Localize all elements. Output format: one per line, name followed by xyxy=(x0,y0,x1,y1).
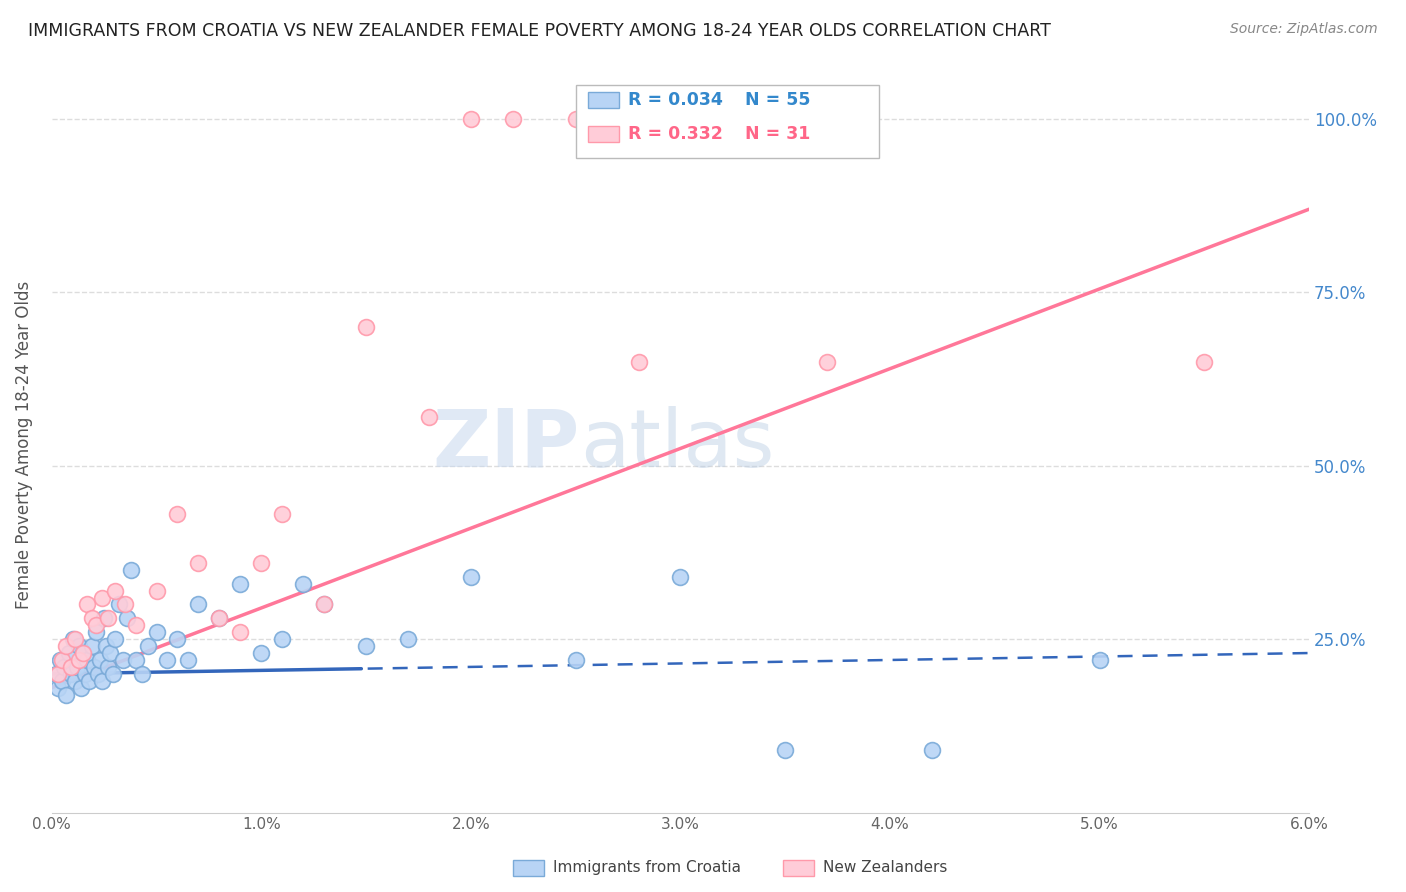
Point xyxy=(314,598,336,612)
Point xyxy=(208,611,231,625)
Point xyxy=(502,112,524,126)
Point xyxy=(156,653,179,667)
Point xyxy=(1194,355,1216,369)
Point xyxy=(815,355,838,369)
Point xyxy=(229,625,252,640)
Point xyxy=(271,508,294,522)
Point xyxy=(45,666,67,681)
Point xyxy=(669,570,692,584)
Point xyxy=(67,653,90,667)
Point xyxy=(59,666,82,681)
Point xyxy=(70,681,93,695)
Point xyxy=(145,625,167,640)
Point xyxy=(72,646,94,660)
Text: R = 0.332: R = 0.332 xyxy=(628,125,723,143)
Point xyxy=(53,660,76,674)
Point xyxy=(271,632,294,647)
Point xyxy=(58,646,80,660)
Point xyxy=(460,570,482,584)
Point xyxy=(564,112,586,126)
Point xyxy=(250,646,273,660)
Point xyxy=(97,611,120,625)
Point xyxy=(96,639,118,653)
Text: Immigrants from Croatia: Immigrants from Croatia xyxy=(553,860,741,874)
Point xyxy=(84,625,107,640)
Point xyxy=(76,653,98,667)
Point xyxy=(418,410,440,425)
Point xyxy=(229,576,252,591)
Point xyxy=(63,632,86,647)
Point xyxy=(136,639,159,653)
Point xyxy=(79,673,101,688)
Point xyxy=(131,666,153,681)
Point xyxy=(208,611,231,625)
Point xyxy=(773,743,796,757)
Point xyxy=(166,632,188,647)
Point xyxy=(46,666,69,681)
Point xyxy=(89,653,111,667)
Point xyxy=(166,508,188,522)
Point xyxy=(55,639,77,653)
Text: R = 0.034: R = 0.034 xyxy=(628,91,723,109)
Point xyxy=(62,632,84,647)
Text: N = 55: N = 55 xyxy=(745,91,811,109)
Text: atlas: atlas xyxy=(579,406,775,484)
Point xyxy=(104,583,127,598)
Point xyxy=(354,639,377,653)
Point xyxy=(59,660,82,674)
Text: N = 31: N = 31 xyxy=(745,125,810,143)
Point xyxy=(177,653,200,667)
Point xyxy=(627,355,650,369)
Point xyxy=(104,632,127,647)
Point xyxy=(63,673,86,688)
Point xyxy=(46,681,69,695)
Point xyxy=(80,639,103,653)
Point xyxy=(124,653,146,667)
Point xyxy=(84,618,107,632)
Point xyxy=(292,576,315,591)
Point xyxy=(91,591,114,605)
Point xyxy=(120,563,142,577)
Point xyxy=(187,556,209,570)
Point xyxy=(396,632,419,647)
Point xyxy=(108,598,131,612)
Point xyxy=(66,660,89,674)
Point xyxy=(564,653,586,667)
Point xyxy=(87,666,110,681)
Point xyxy=(100,646,122,660)
Y-axis label: Female Poverty Among 18-24 Year Olds: Female Poverty Among 18-24 Year Olds xyxy=(15,281,32,609)
Point xyxy=(51,673,73,688)
Point xyxy=(97,660,120,674)
Point xyxy=(51,653,73,667)
Point xyxy=(145,583,167,598)
Point xyxy=(124,618,146,632)
Text: ZIP: ZIP xyxy=(433,406,579,484)
Point xyxy=(921,743,943,757)
Point xyxy=(83,660,105,674)
Point xyxy=(111,653,134,667)
Point xyxy=(187,598,209,612)
Point xyxy=(91,673,114,688)
Point xyxy=(76,598,98,612)
Point xyxy=(114,598,136,612)
Point xyxy=(354,320,377,334)
Point xyxy=(55,688,77,702)
Point xyxy=(80,611,103,625)
Point xyxy=(49,653,72,667)
Text: New Zealanders: New Zealanders xyxy=(823,860,946,874)
Point xyxy=(93,611,115,625)
Point xyxy=(314,598,336,612)
Point xyxy=(101,666,124,681)
Point xyxy=(72,646,94,660)
Point xyxy=(1088,653,1111,667)
Point xyxy=(250,556,273,570)
Point xyxy=(460,112,482,126)
Text: IMMIGRANTS FROM CROATIA VS NEW ZEALANDER FEMALE POVERTY AMONG 18-24 YEAR OLDS CO: IMMIGRANTS FROM CROATIA VS NEW ZEALANDER… xyxy=(28,22,1052,40)
Point xyxy=(115,611,138,625)
Point xyxy=(67,639,90,653)
Text: Source: ZipAtlas.com: Source: ZipAtlas.com xyxy=(1230,22,1378,37)
Point xyxy=(75,666,97,681)
